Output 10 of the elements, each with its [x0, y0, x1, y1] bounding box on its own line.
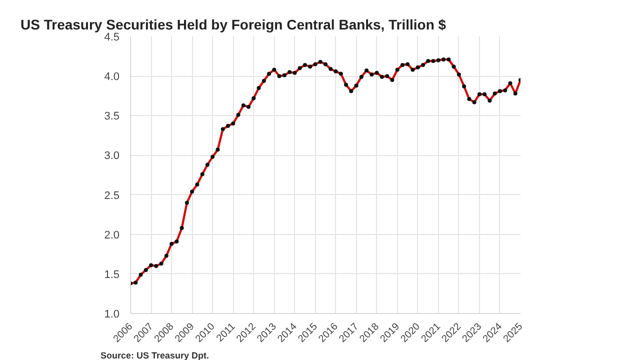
y-tick-label: 2.5: [104, 190, 120, 202]
y-tick-label: 4.0: [104, 71, 120, 84]
y-tick-label: 1.5: [104, 268, 120, 281]
y-tick-label: 4.5: [104, 32, 120, 44]
source-note: Source: US Treasury Dpt.: [100, 350, 210, 360]
chart-title: US Treasury Securities Held by Foreign Central Banks, Trillion $: [20, 16, 446, 32]
y-tick-label: 1.0: [104, 308, 120, 320]
y-tick-label: 2.0: [104, 229, 120, 242]
y-tick-label: 3.0: [104, 150, 120, 162]
y-tick-label: 3.5: [104, 110, 120, 123]
